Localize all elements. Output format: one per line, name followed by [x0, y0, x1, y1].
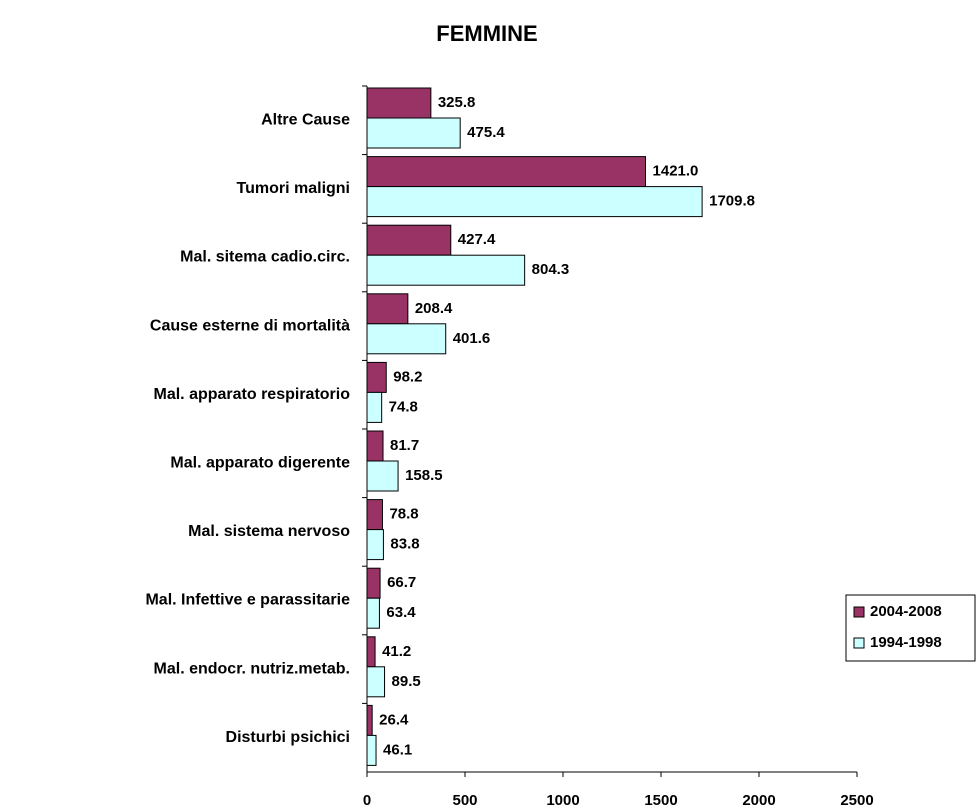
x-tick-label: 2500 — [840, 792, 873, 809]
y-tick-label: Tumori maligni — [237, 180, 350, 197]
y-tick-label: Mal. Infettive e parassitarie — [145, 592, 350, 609]
value-label: 26.4 — [379, 711, 409, 728]
x-tick-label: 0 — [363, 792, 371, 809]
value-label: 401.6 — [453, 330, 491, 347]
bar — [366, 186, 703, 218]
value-label: 63.4 — [386, 604, 416, 621]
value-label: 74.8 — [389, 398, 418, 415]
bar — [366, 323, 447, 355]
bar — [366, 499, 383, 531]
value-label: 1421.0 — [653, 163, 699, 180]
bar — [366, 704, 373, 736]
value-label: 1709.8 — [709, 193, 755, 210]
bar — [366, 734, 377, 766]
x-tick-label: 1000 — [546, 792, 579, 809]
bar — [366, 460, 399, 492]
value-label: 83.8 — [390, 536, 419, 553]
x-tick-label: 500 — [452, 792, 477, 809]
bar — [366, 391, 383, 423]
bar — [366, 87, 432, 119]
y-tick-label: Cause esterne di mortalità — [150, 317, 350, 334]
value-label: 208.4 — [415, 300, 453, 317]
bar — [366, 361, 387, 393]
bar — [366, 529, 384, 561]
y-tick-label: Mal. apparato digerente — [170, 455, 350, 472]
bar — [366, 156, 647, 188]
x-tick-label: 2000 — [742, 792, 775, 809]
y-tick-label: Mal. sitema cadio.circ. — [180, 249, 350, 266]
legend-swatch — [853, 637, 865, 649]
value-label: 158.5 — [405, 467, 443, 484]
bar — [366, 293, 409, 325]
legend-swatch — [853, 606, 865, 618]
legend-label: 1994-1998 — [870, 634, 942, 651]
chart-title: FEMMINE — [436, 21, 537, 46]
y-tick-label: Mal. apparato respiratorio — [154, 386, 351, 403]
y-tick-label: Altre Cause — [261, 112, 350, 129]
value-label: 98.2 — [393, 368, 422, 385]
y-tick-label: Mal. sistema nervoso — [188, 523, 350, 540]
bar — [366, 224, 452, 256]
legend-box — [845, 594, 976, 662]
value-label: 81.7 — [390, 437, 419, 454]
x-tick-label: 1500 — [644, 792, 677, 809]
value-label: 89.5 — [392, 673, 421, 690]
value-label: 66.7 — [387, 574, 416, 591]
value-label: 804.3 — [532, 261, 570, 278]
value-label: 41.2 — [382, 643, 411, 660]
value-label: 427.4 — [458, 231, 496, 248]
bar — [366, 254, 526, 286]
bar — [366, 117, 461, 149]
bar — [366, 430, 384, 462]
bar — [366, 597, 380, 629]
value-label: 78.8 — [389, 506, 418, 523]
bar — [366, 567, 381, 599]
value-label: 325.8 — [438, 94, 476, 111]
bar — [366, 666, 386, 698]
bar — [366, 636, 376, 668]
y-tick-label: Mal. endocr. nutriz.metab. — [154, 660, 350, 677]
value-label: 46.1 — [383, 741, 412, 758]
y-tick-label: Disturbi psichici — [226, 729, 350, 746]
value-label: 475.4 — [467, 124, 505, 141]
legend-label: 2004-2008 — [870, 603, 942, 620]
